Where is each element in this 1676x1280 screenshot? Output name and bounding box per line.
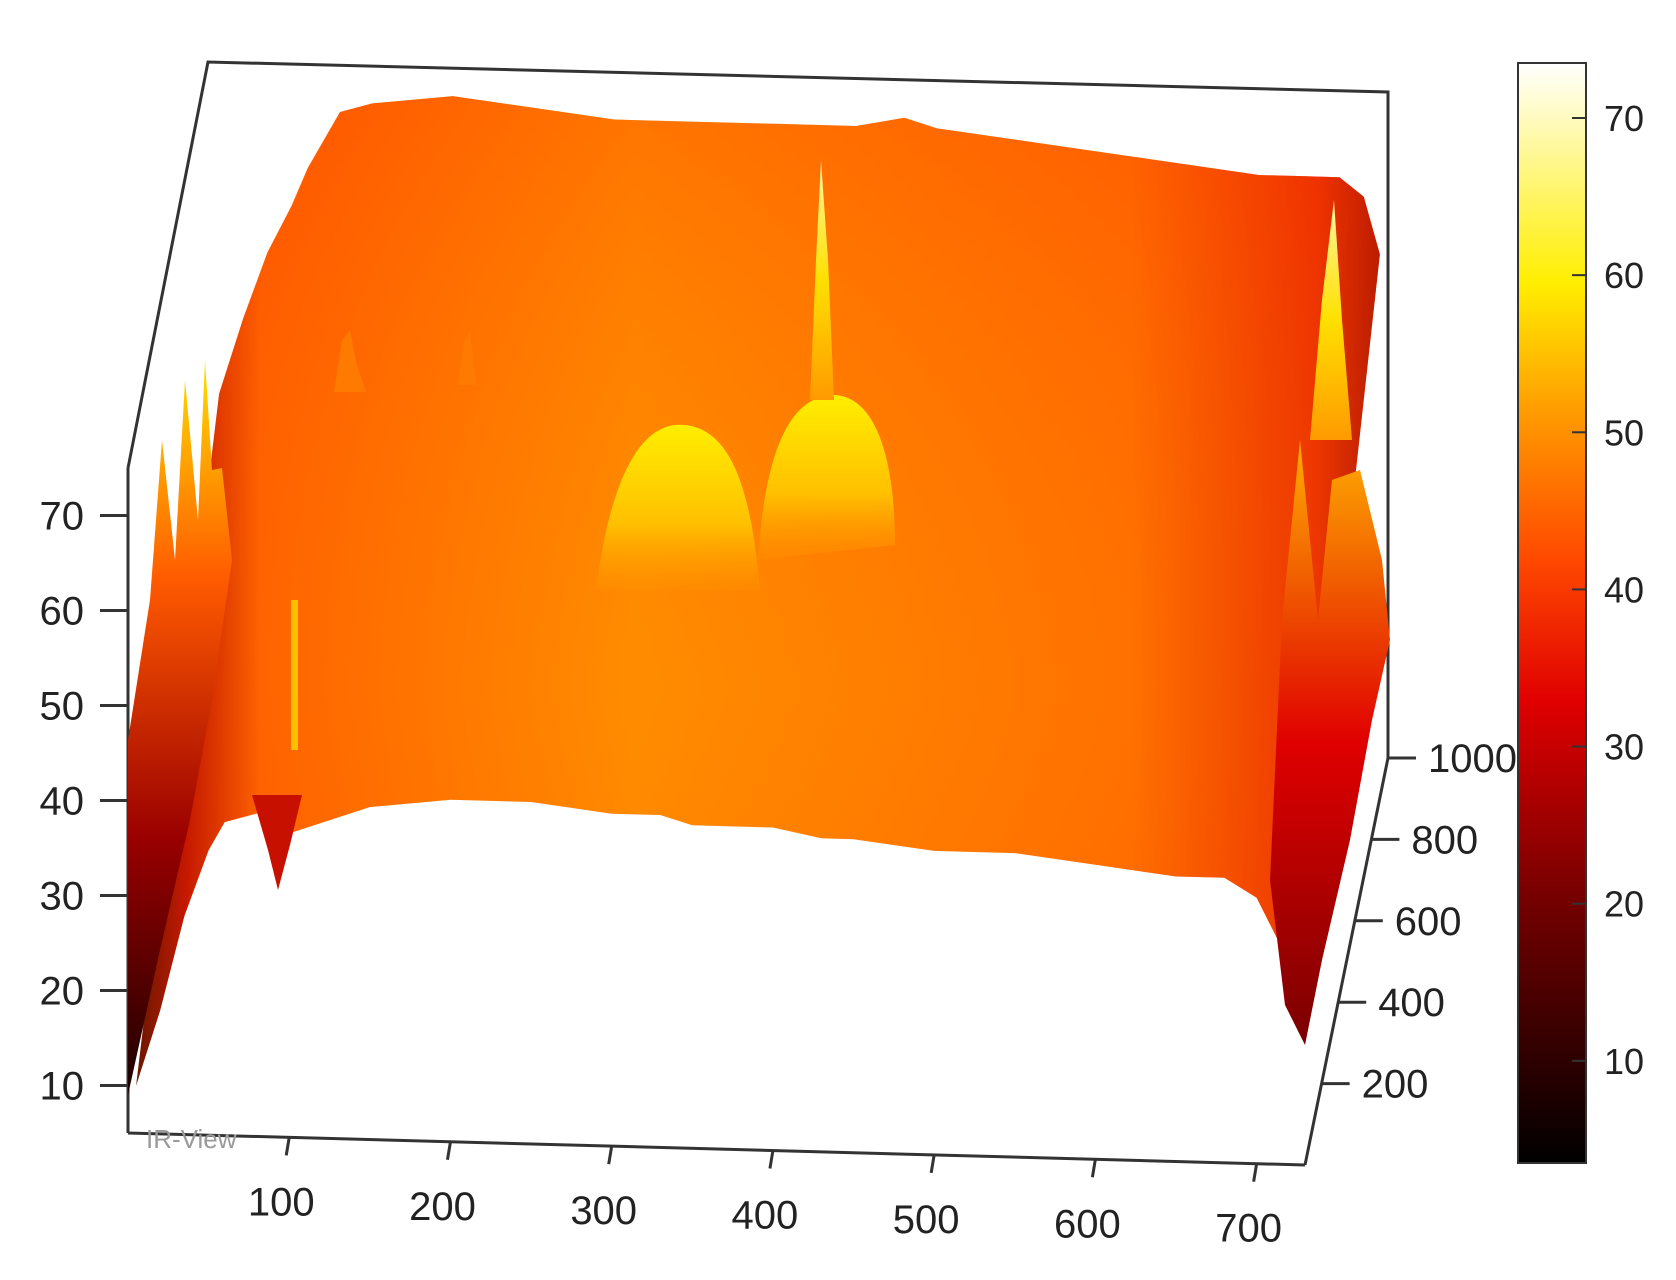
right-edge-wall (1270, 440, 1390, 1045)
spike-right-edge (1310, 200, 1352, 440)
x-tick-label: 400 (732, 1194, 799, 1238)
y-tick-label: 800 (1411, 818, 1478, 862)
colorbar-tick-label: 50 (1604, 412, 1644, 453)
z-tick-label: 50 (40, 685, 85, 729)
spike-small-left (334, 330, 366, 392)
z-tick-label: 10 (40, 1065, 85, 1109)
colorbar-ticks: 10 20 30 40 50 60 70 (1572, 98, 1644, 1082)
z-axis-ticks: 10 20 30 40 50 60 70 (40, 495, 128, 1109)
x-tick-mark (445, 1141, 452, 1161)
x-tick-mark (607, 1145, 614, 1165)
y-tick-label: 200 (1362, 1063, 1429, 1107)
x-tick-mark (1090, 1159, 1097, 1178)
x-axis-line (127, 1131, 1306, 1167)
left-edge-wall (128, 360, 232, 1095)
y-tick-label: 600 (1395, 900, 1462, 944)
x-tick-label: 700 (1215, 1207, 1282, 1251)
surface-shading (136, 96, 1380, 1086)
z-tick-label: 60 (40, 590, 85, 634)
spike-center (810, 160, 834, 400)
x-tick-mark (929, 1154, 936, 1174)
colorbar-tick-label: 70 (1604, 98, 1644, 139)
colorbar-tick-label: 10 (1604, 1041, 1644, 1082)
streak-left (291, 600, 298, 750)
x-tick-label: 600 (1054, 1202, 1121, 1246)
colorbar-tick-label: 60 (1604, 255, 1644, 296)
x-tick-label: 500 (893, 1198, 960, 1242)
x-tick-label: 300 (570, 1189, 637, 1233)
watermark-label: IR-View (146, 1124, 237, 1154)
colorbar: 10 20 30 40 50 60 70 (1517, 62, 1644, 1164)
x-axis-ticks: 100 200 300 400 500 600 700 (248, 1137, 1282, 1251)
x-tick-mark (284, 1137, 291, 1156)
colorbar-tick-label: 20 (1604, 884, 1644, 925)
z-tick-label: 70 (40, 495, 85, 539)
blob-right (758, 395, 895, 560)
z-tick-label: 40 (40, 780, 85, 824)
x-tick-label: 200 (409, 1185, 476, 1229)
z-tick-label: 20 (40, 970, 85, 1014)
y-axis-line (1303, 757, 1390, 1166)
x-tick-label: 100 (248, 1180, 315, 1224)
colorbar-tick-label: 40 (1604, 569, 1644, 610)
spike-small-mid (458, 330, 476, 385)
y-tick-label: 400 (1378, 981, 1445, 1025)
back-box-edge (126, 60, 1390, 758)
y-axis-ticks: 200 400 600 800 1000 (1321, 737, 1517, 1107)
colorbar-scale (1517, 62, 1587, 1164)
colorbar-tick-label: 30 (1604, 727, 1644, 768)
y-tick-label: 1000 (1428, 737, 1517, 781)
surface-plot (128, 96, 1390, 1095)
blob-left (596, 424, 760, 590)
x-tick-mark (1252, 1163, 1259, 1182)
x-tick-mark (768, 1150, 775, 1169)
z-tick-label: 30 (40, 875, 85, 919)
dip-front (252, 795, 302, 890)
